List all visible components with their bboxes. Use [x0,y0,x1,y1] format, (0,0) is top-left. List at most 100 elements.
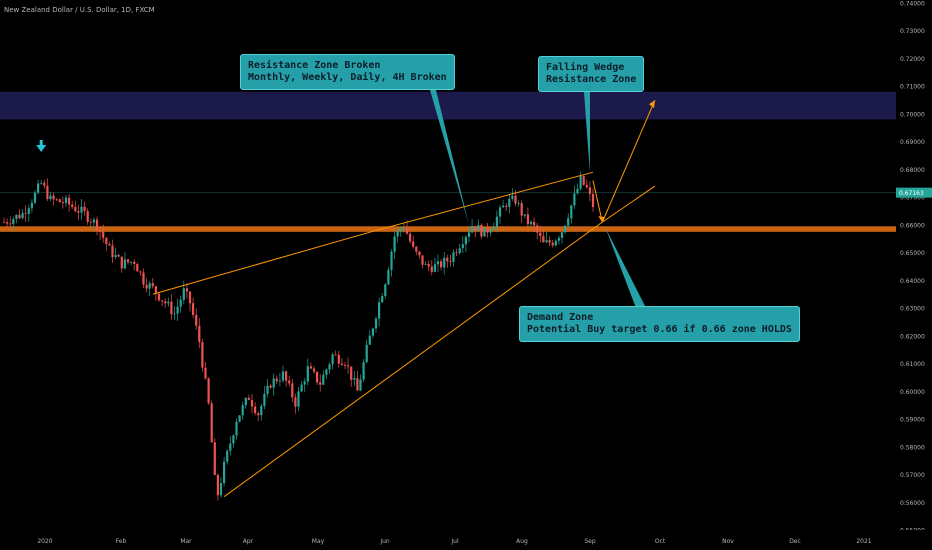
candle-body [477,224,480,232]
candle-body [489,230,492,233]
candle-body [539,232,542,236]
candle-body [154,286,157,294]
x-tick-label: Oct [655,538,666,545]
last-price-tag [896,187,932,198]
last-price-label: 0.67163 [899,190,924,197]
candle-body [467,232,471,237]
candle-body [486,227,489,233]
candle-body [378,302,381,319]
candle-body [427,264,430,267]
candle-body [167,301,170,304]
candle-body [455,252,458,254]
candle-body [356,378,359,391]
candle-body [312,368,316,372]
candle-body [117,255,120,257]
x-tick-label: Mar [180,538,192,545]
wedge-upper-line [152,171,594,295]
y-tick-label: 0.70000 [900,111,925,118]
candle-body [412,241,415,247]
candle-body [480,224,483,237]
candle-body [21,213,24,219]
x-tick-label: 2021 [856,538,871,545]
pullback-arrow [592,180,603,223]
candle-body [272,378,275,388]
resistance-callout: Resistance Zone Broken Monthly, Weekly, … [240,54,455,90]
candle-body [464,236,467,245]
candle-body [216,474,219,496]
candle-body [204,367,207,379]
candle-body [303,381,306,385]
y-tick-label: 0.56000 [900,500,925,507]
candle-body [334,354,337,356]
candle-body [588,187,591,194]
candle-body [502,205,505,208]
candle-body [185,288,188,292]
x-tick-label: Apr [243,538,254,545]
candle-body [291,383,294,398]
candle-body [250,399,254,407]
candle-body [254,406,257,414]
candle-body [275,378,278,382]
candle-body [164,301,167,304]
candle-body [89,221,92,223]
candle-body [508,198,511,207]
candle-body [192,303,195,315]
candle-body [40,182,43,184]
candle-body [161,300,164,302]
candle-body [536,225,539,233]
candle-body [6,222,9,224]
demand-zone-band [0,226,896,232]
candle-body [30,202,33,209]
candle-body [92,219,95,223]
candle-body [281,371,285,381]
chart-title: New Zealand Dollar / U.S. Dollar, 1D, FX… [4,6,155,14]
candle-body [219,483,223,496]
candle-body [325,369,328,375]
wedge-callout: Falling Wedge Resistance Zone [538,56,645,92]
candle-body [247,397,250,400]
candle-body [526,214,529,225]
y-tick-label: 0.66000 [900,222,925,229]
candle-body [409,233,412,242]
candle-body [365,344,368,363]
wedge-callout-pointer [584,92,590,173]
y-tick-label: 0.65000 [900,250,925,257]
candle-body [64,197,68,204]
candle-body [266,385,269,394]
candle-body [474,226,477,232]
candle-body [424,264,427,265]
candle-body [188,291,192,304]
candle-body [179,299,182,307]
candle-body [582,175,585,185]
candle-body [322,374,325,385]
candle-body [195,314,198,326]
candle-body [554,240,557,246]
x-tick-label: Aug [516,538,528,545]
candle-body [328,364,331,370]
candle-body [294,397,297,407]
candle-body [269,385,272,388]
candle-body [471,226,474,233]
candle-body [139,271,142,273]
candle-body [337,354,340,364]
y-tick-label: 0.72000 [900,56,925,63]
candle-body [111,245,114,258]
candle-body [126,259,130,263]
candle-body [551,242,554,246]
candle-body [201,342,204,368]
candle-body [95,219,99,231]
candle-body [446,257,449,262]
candle-body [495,216,498,227]
candle-body [210,403,213,443]
candle-body [24,213,27,214]
candle-body [68,197,71,205]
candle-body [151,283,154,287]
y-tick-label: 0.69000 [900,139,925,146]
y-tick-label: 0.59000 [900,417,925,424]
demand-callout: Demand Zone Potential Buy target 0.66 if… [519,306,800,342]
candle-body [235,421,238,436]
candle-body [33,192,37,203]
candle-body [421,255,424,265]
